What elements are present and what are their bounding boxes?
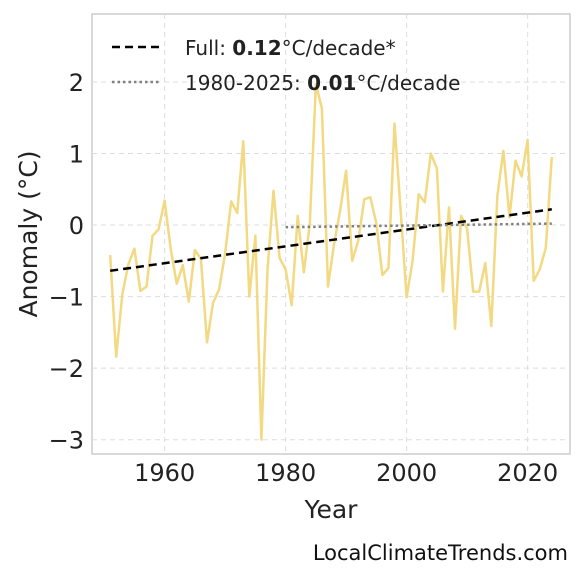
legend-full-value: 0.12	[232, 36, 281, 60]
y-ticks: −3 −2 −1 0 1 2	[49, 69, 84, 455]
x-ticks: 1960 1980 2000 2020	[134, 459, 558, 487]
x-tick-label: 1960	[134, 459, 195, 487]
plot-background	[91, 13, 571, 455]
legend: Full: 0.12°C/decade* 1980-2025: 0.01°C/d…	[112, 36, 460, 95]
y-tick-label: 0	[69, 212, 84, 240]
series-layer	[108, 82, 554, 441]
x-tick-label: 2020	[497, 459, 558, 487]
legend-recent-suffix: °C/decade	[356, 71, 460, 95]
x-tick-label: 2000	[376, 459, 437, 487]
watermark: LocalClimateTrends.com	[313, 541, 568, 565]
legend-full-prefix: Full:	[185, 36, 232, 60]
anomaly-line	[108, 82, 554, 441]
legend-recent-label: 1980-2025: 0.01°C/decade	[185, 71, 460, 95]
x-axis-label: Year	[304, 495, 359, 524]
y-tick-label: 1	[69, 141, 84, 169]
x-tick-label: 1980	[255, 459, 316, 487]
recent-trend-line	[285, 222, 552, 229]
legend-recent-value: 0.01	[307, 71, 356, 95]
full-trend-line	[110, 208, 552, 273]
y-tick-label: −1	[49, 284, 84, 312]
y-tick-label: 2	[69, 69, 84, 97]
y-axis-label: Anomaly (°C)	[14, 150, 43, 317]
legend-full-label: Full: 0.12°C/decade*	[185, 36, 396, 60]
legend-recent-prefix: 1980-2025:	[185, 71, 307, 95]
grid	[92, 14, 570, 454]
legend-full-suffix: °C/decade*	[282, 36, 396, 60]
y-tick-label: −3	[49, 427, 84, 455]
y-tick-label: −2	[49, 355, 84, 383]
